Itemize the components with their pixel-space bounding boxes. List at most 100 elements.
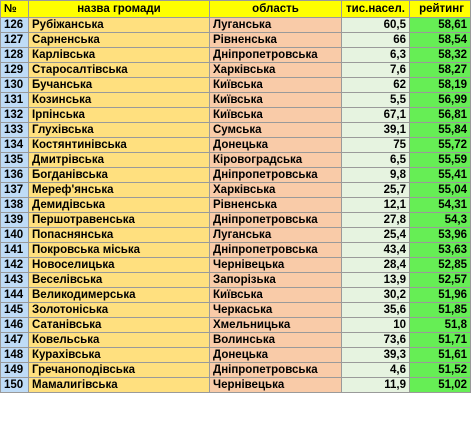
cell-region[interactable]: Волинська [209,332,342,348]
cell-community-name[interactable]: Новоселицька [28,257,210,273]
cell-community-name[interactable]: Карлівська [28,47,210,63]
cell-rating[interactable]: 51,02 [409,377,471,393]
cell-community-name[interactable]: Попаснянська [28,227,210,243]
cell-community-name[interactable]: Золотоніська [28,302,210,318]
cell-num[interactable]: 129 [0,62,29,78]
cell-population[interactable]: 4,6 [341,362,410,378]
cell-region[interactable]: Луганська [209,17,342,33]
cell-community-name[interactable]: Глухівська [28,122,210,138]
cell-population[interactable]: 39,1 [341,122,410,138]
cell-rating[interactable]: 51,52 [409,362,471,378]
cell-region[interactable]: Київська [209,77,342,93]
cell-community-name[interactable]: Першотравенська [28,212,210,228]
cell-num[interactable]: 143 [0,272,29,288]
cell-community-name[interactable]: Курахівська [28,347,210,363]
cell-rating[interactable]: 58,32 [409,47,471,63]
cell-population[interactable]: 39,3 [341,347,410,363]
cell-rating[interactable]: 51,8 [409,317,471,333]
cell-community-name[interactable]: Ірпінська [28,107,210,123]
cell-num[interactable]: 130 [0,77,29,93]
cell-num[interactable]: 132 [0,107,29,123]
cell-community-name[interactable]: Мамалигівська [28,377,210,393]
cell-region[interactable]: Рівненська [209,32,342,48]
cell-community-name[interactable]: Великодимерська [28,287,210,303]
cell-community-name[interactable]: Костянтинівська [28,137,210,153]
cell-region[interactable]: Луганська [209,227,342,243]
cell-population[interactable]: 67,1 [341,107,410,123]
cell-region[interactable]: Чернівецька [209,377,342,393]
cell-num[interactable]: 140 [0,227,29,243]
cell-population[interactable]: 10 [341,317,410,333]
cell-community-name[interactable]: Козинська [28,92,210,108]
cell-community-name[interactable]: Рубіжанська [28,17,210,33]
cell-region[interactable]: Дніпропетровська [209,362,342,378]
cell-community-name[interactable]: Демидівська [28,197,210,213]
cell-population[interactable]: 66 [341,32,410,48]
cell-population[interactable]: 5,5 [341,92,410,108]
cell-num[interactable]: 141 [0,242,29,258]
cell-community-name[interactable]: Дмитрівська [28,152,210,168]
cell-region[interactable]: Чернівецька [209,257,342,273]
cell-population[interactable]: 25,7 [341,182,410,198]
cell-population[interactable]: 27,8 [341,212,410,228]
cell-community-name[interactable]: Ковельська [28,332,210,348]
cell-rating[interactable]: 55,41 [409,167,471,183]
cell-population[interactable]: 6,5 [341,152,410,168]
cell-num[interactable]: 142 [0,257,29,273]
cell-region[interactable]: Рівненська [209,197,342,213]
cell-community-name[interactable]: Веселівська [28,272,210,288]
cell-community-name[interactable]: Старосалтівська [28,62,210,78]
cell-region[interactable]: Дніпропетровська [209,212,342,228]
cell-population[interactable]: 13,9 [341,272,410,288]
cell-region[interactable]: Хмельницька [209,317,342,333]
cell-num[interactable]: 145 [0,302,29,318]
cell-population[interactable]: 35,6 [341,302,410,318]
header-rating[interactable]: рейтинг [409,0,471,18]
cell-population[interactable]: 43,4 [341,242,410,258]
cell-region[interactable]: Донецька [209,347,342,363]
cell-community-name[interactable]: Бучанська [28,77,210,93]
cell-num[interactable]: 144 [0,287,29,303]
cell-community-name[interactable]: Гречаноподівська [28,362,210,378]
cell-rating[interactable]: 52,57 [409,272,471,288]
cell-population[interactable]: 12,1 [341,197,410,213]
cell-rating[interactable]: 56,81 [409,107,471,123]
cell-region[interactable]: Дніпропетровська [209,242,342,258]
cell-num[interactable]: 128 [0,47,29,63]
header-num[interactable]: № [0,0,29,18]
cell-rating[interactable]: 53,63 [409,242,471,258]
cell-region[interactable]: Запорізька [209,272,342,288]
cell-rating[interactable]: 55,59 [409,152,471,168]
cell-num[interactable]: 150 [0,377,29,393]
cell-num[interactable]: 146 [0,317,29,333]
cell-rating[interactable]: 55,84 [409,122,471,138]
cell-num[interactable]: 133 [0,122,29,138]
cell-region[interactable]: Дніпропетровська [209,167,342,183]
cell-population[interactable]: 7,6 [341,62,410,78]
cell-population[interactable]: 11,9 [341,377,410,393]
cell-rating[interactable]: 56,99 [409,92,471,108]
cell-rating[interactable]: 54,31 [409,197,471,213]
cell-rating[interactable]: 52,85 [409,257,471,273]
cell-num[interactable]: 126 [0,17,29,33]
header-name[interactable]: назва громади [28,0,210,18]
cell-num[interactable]: 139 [0,212,29,228]
cell-num[interactable]: 131 [0,92,29,108]
cell-rating[interactable]: 58,19 [409,77,471,93]
cell-num[interactable]: 148 [0,347,29,363]
cell-rating[interactable]: 58,54 [409,32,471,48]
cell-region[interactable]: Київська [209,107,342,123]
cell-region[interactable]: Харківська [209,62,342,78]
header-region[interactable]: область [209,0,342,18]
cell-community-name[interactable]: Сатанівська [28,317,210,333]
cell-rating[interactable]: 51,71 [409,332,471,348]
cell-num[interactable]: 149 [0,362,29,378]
header-population[interactable]: тис.насел. [341,0,410,18]
cell-community-name[interactable]: Мереф'янська [28,182,210,198]
cell-rating[interactable]: 51,61 [409,347,471,363]
cell-community-name[interactable]: Покровська міська [28,242,210,258]
cell-population[interactable]: 28,4 [341,257,410,273]
cell-region[interactable]: Київська [209,92,342,108]
cell-population[interactable]: 9,8 [341,167,410,183]
cell-rating[interactable]: 53,96 [409,227,471,243]
